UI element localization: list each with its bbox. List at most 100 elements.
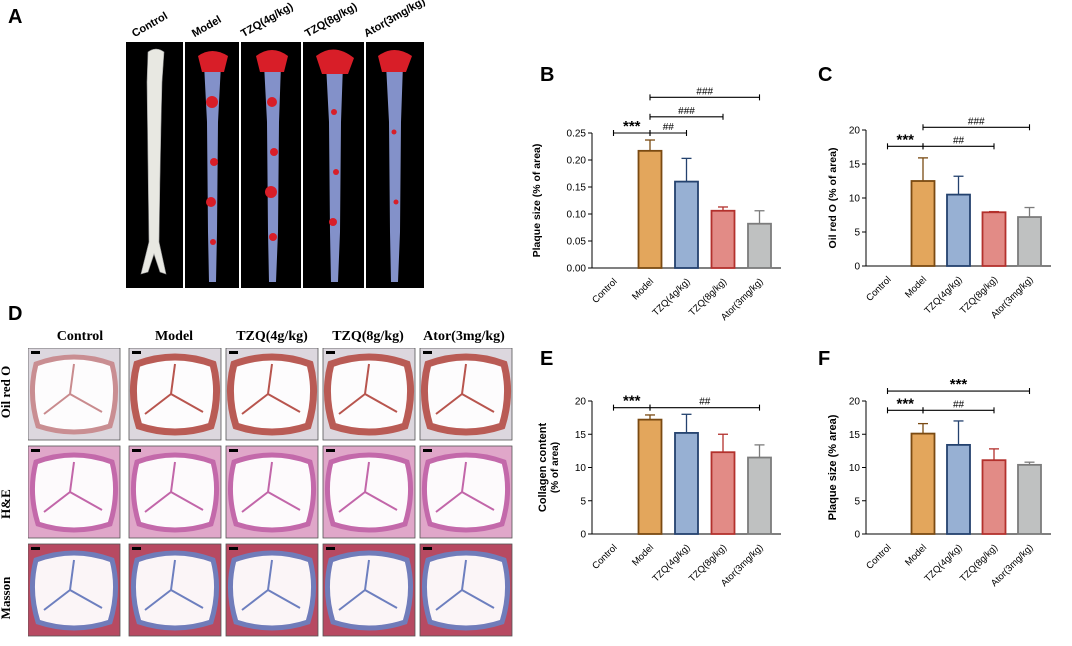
chart-e: 0 5 10 15 20 Collagen content (% of area) Contr… [537, 393, 781, 589]
chart-F-ytick-label-2: 10 [849, 463, 861, 474]
chart-f: 0 5 10 15 20 Plaque size (% area) Control Model… [827, 376, 1051, 589]
panel-a-label-model: Model [190, 13, 224, 40]
chart-E-bar-1 [637, 418, 663, 535]
panel-letter-f: F [818, 348, 831, 370]
chart-B-xlabel-2: TZQ(4g/kg) [651, 276, 693, 318]
chart-B-ylabel: Plaque size (% of area) [531, 144, 543, 258]
histo-he-model [128, 445, 222, 539]
chart-E-ytick-label-3: 15 [575, 430, 587, 441]
chart-B-ytick-label-2: 0.10 [567, 210, 587, 221]
chart-C-xlabel-1: Model [903, 274, 929, 300]
chart-F-sig-text-0: *** [896, 395, 914, 412]
panel-d-row-masson: Masson [0, 576, 13, 620]
histo-he-ator [419, 445, 513, 539]
panel-letter-e: E [540, 348, 554, 370]
chart-F-ytick-label-1: 5 [854, 496, 860, 507]
histo-masson-tzq4 [225, 543, 319, 637]
histo-he-tzq8 [322, 445, 416, 539]
chart-B-bar-3 [710, 209, 736, 269]
chart-F-xlabel-1: Model [903, 542, 929, 568]
chart-C-bar-1 [910, 180, 936, 267]
chart-E-ytick-label-4: 20 [575, 397, 587, 408]
chart-C-ylabel: Oil red O (% of area) [827, 148, 839, 249]
panel-d-row-oilred: Oil red O [0, 366, 13, 419]
chart-F-bar-3 [981, 459, 1007, 535]
histo-oilred-tzq8 [322, 348, 416, 441]
chart-B-ytick-label-3: 0.15 [567, 183, 587, 194]
histo-oilred-control [28, 348, 121, 441]
chart-E-ytick-label-1: 5 [580, 496, 586, 507]
chart-B-sig-text-0: *** [623, 118, 641, 135]
chart-F-xlabel-0: Control [864, 542, 893, 571]
chart-E-ytick-label-2: 10 [575, 463, 587, 474]
chart-E-bar-3 [710, 451, 736, 535]
chart-C-sig-text-0: *** [896, 131, 914, 148]
chart-C-ytick-label-3: 15 [849, 160, 861, 171]
chart-B-sig-text-2: ### [678, 106, 695, 117]
histo-masson-tzq8 [322, 543, 416, 637]
chart-B-ytick-label-1: 0.05 [567, 237, 587, 248]
histo-oilred-tzq4 [225, 348, 319, 441]
chart-F-ytick-label-0: 0 [854, 530, 860, 541]
chart-B-bar-4 [747, 222, 772, 269]
histo-oilred-ator [419, 348, 513, 441]
panel-letter-b: B [540, 64, 555, 86]
chart-C-xlabel-0: Control [864, 274, 893, 303]
chart-C-bar-4 [1017, 216, 1042, 267]
panel-a-label-tzq4: TZQ(4g/kg) [239, 0, 296, 40]
chart-C-ytick-label-0: 0 [854, 262, 860, 273]
chart-b: 0.00 0.05 0.10 0.15 0.20 0.25 Plaque size (% o… [531, 86, 781, 323]
chart-B-ytick-label-0: 0.00 [567, 264, 587, 275]
aorta-ator [386, 64, 403, 282]
chart-F-sig-text-1: ## [953, 399, 965, 410]
chart-B-bar-1 [637, 149, 663, 269]
chart-E-sig-text-1: ## [699, 397, 711, 408]
histo-masson-control [28, 543, 121, 637]
chart-E-xlabel-1: Model [630, 542, 656, 568]
chart-C-bar-3 [981, 211, 1007, 267]
chart-B-xlabel-1: Model [630, 276, 656, 302]
chart-C-bar-2 [946, 193, 971, 267]
aorta-tzq4 [264, 64, 281, 282]
panel-d-row-he: H&E [0, 489, 13, 519]
panel-a-label-tzq8: TZQ(8g/kg) [303, 0, 360, 40]
panel-a-label-ator: Ator(3mg/kg) [362, 0, 428, 40]
panel-d-col-control: Control [56, 329, 104, 344]
chart-E-ylabel2: (% of area) [550, 442, 561, 493]
histo-masson-ator [419, 543, 513, 637]
chart-B-xlabel-0: Control [590, 276, 619, 305]
panel-d-col-tzq8: TZQ(8g/kg) [332, 329, 404, 344]
histo-he-control [28, 445, 121, 539]
chart-B-ytick-label-5: 0.25 [567, 129, 587, 140]
chart-E-ylabel: Collagen content [537, 423, 549, 513]
chart-E-xlabel-0: Control [590, 542, 619, 571]
chart-c: 0 5 10 15 20 Oil red O (% of area) Control Mode… [827, 116, 1051, 321]
aorta-model [204, 64, 221, 282]
panel-a-label-control: Control [130, 10, 170, 40]
chart-C-sig-text-2: ### [968, 116, 985, 127]
panel-letter-a: A [8, 6, 23, 28]
chart-E-bar-4 [747, 456, 772, 535]
chart-B-ytick-label-4: 0.20 [567, 156, 587, 167]
chart-F-bar-2 [946, 443, 971, 535]
chart-C-ytick-label-2: 10 [849, 194, 861, 205]
chart-F-bar-4 [1017, 463, 1042, 535]
histo-oilred-model [128, 348, 222, 441]
panel-letter-c: C [818, 64, 833, 86]
chart-E-sig-text-0: *** [623, 393, 641, 410]
chart-B-sig-text-1: ## [663, 122, 675, 133]
chart-F-sig-text-2: *** [950, 376, 968, 393]
chart-B-bar-2 [674, 180, 699, 269]
histo-masson-model [128, 543, 222, 637]
chart-C-ytick-label-1: 5 [854, 228, 860, 239]
panel-d-histology-grid [28, 348, 513, 637]
chart-F-ytick-label-4: 20 [849, 397, 861, 408]
chart-E-ytick-label-0: 0 [580, 530, 586, 541]
panel-letter-d: D [8, 303, 23, 325]
chart-F-ytick-label-3: 15 [849, 430, 861, 441]
chart-F-bar-1 [910, 432, 936, 535]
aorta-control [140, 48, 167, 275]
chart-E-xlabel-2: TZQ(4g/kg) [651, 542, 693, 584]
chart-F-ylabel: Plaque size (% area) [827, 414, 839, 520]
chart-B-sig-text-3: ### [696, 86, 713, 97]
